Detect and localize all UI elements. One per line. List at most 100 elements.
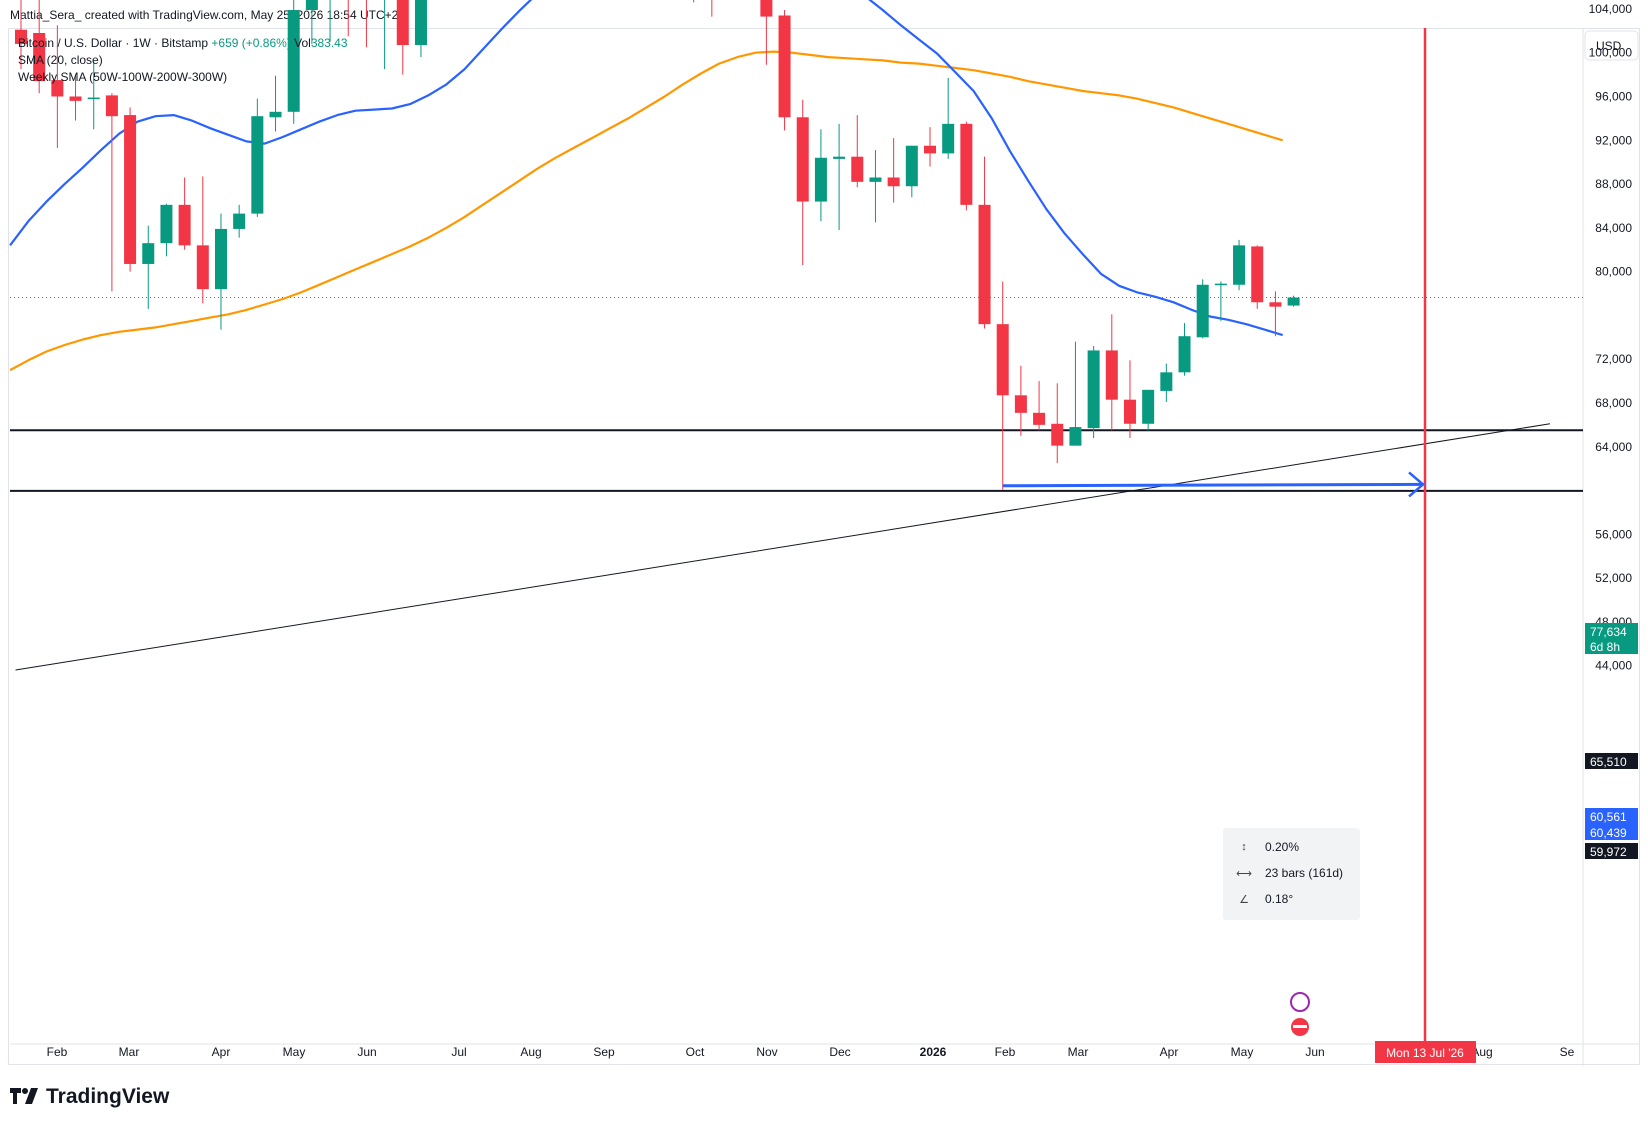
currency-label: USD: [1596, 39, 1622, 53]
y-tick-label: 96,000: [1595, 89, 1632, 103]
candle-body[interactable]: [814, 157, 827, 202]
candle-body[interactable]: [233, 213, 246, 229]
candle-body[interactable]: [196, 245, 209, 290]
y-tick-label: 52,000: [1595, 571, 1632, 585]
candle-body[interactable]: [251, 116, 264, 214]
x-tick-label: Apr: [1160, 1045, 1179, 1059]
candle-body[interactable]: [160, 204, 173, 244]
candle-body[interactable]: [1196, 284, 1209, 338]
weekly-sma-legend-row[interactable]: Weekly SMA (50W-100W-200W-300W): [18, 70, 228, 84]
symbol-legend-row[interactable]: Bitcoin / U.S. Dollar · 1W · Bitstamp +6…: [18, 35, 348, 52]
candle-body[interactable]: [869, 177, 882, 182]
level-lower-badge-label: 59,972: [1590, 845, 1627, 859]
candle-body[interactable]: [15, 29, 27, 44]
candle-body[interactable]: [1142, 389, 1155, 424]
candle-body[interactable]: [1287, 297, 1300, 306]
x-tick-label: May: [283, 1045, 306, 1059]
sma-20-line[interactable]: [9, 0, 1284, 337]
x-tick-label: Jun: [1305, 1045, 1324, 1059]
x-tick-label: Mar: [119, 1045, 140, 1059]
news-icon[interactable]: [1290, 992, 1310, 1012]
candle-body[interactable]: [214, 228, 227, 290]
x-tick-label: May: [1231, 1045, 1254, 1059]
candle-body[interactable]: [51, 80, 64, 97]
chart-legend: Bitcoin / U.S. Dollar · 1W · Bitstamp +6…: [18, 35, 348, 86]
candle-body[interactable]: [924, 145, 936, 154]
level-upper-badge-label: 65,510: [1590, 755, 1627, 769]
candle-body[interactable]: [960, 123, 973, 205]
candle-body[interactable]: [887, 177, 900, 187]
measure-bars: 23 bars (161d): [1265, 866, 1344, 880]
candle-body[interactable]: [1014, 395, 1027, 413]
x-tick-label: 2026: [920, 1045, 947, 1059]
trendline[interactable]: [15, 423, 1551, 671]
y-tick-label: 92,000: [1595, 133, 1632, 147]
us-flag-stripe: [1293, 1025, 1307, 1028]
candle-body[interactable]: [1269, 302, 1282, 307]
y-tick-label: 72,000: [1595, 352, 1632, 366]
candle-body[interactable]: [1251, 246, 1264, 303]
y-tick-label: 56,000: [1595, 527, 1632, 541]
candle-body[interactable]: [778, 15, 791, 118]
candle-body[interactable]: [1087, 350, 1100, 429]
measure-angle: 0.18°: [1265, 892, 1294, 906]
candle-body[interactable]: [124, 115, 137, 264]
candle-body[interactable]: [1214, 283, 1227, 286]
measure-arrow-head: [1408, 471, 1425, 498]
candle-body[interactable]: [396, 0, 409, 46]
x-tick-label: Nov: [756, 1045, 777, 1059]
candle-body[interactable]: [33, 32, 46, 82]
y-tick-label: 100,000: [1589, 46, 1633, 60]
candle-body[interactable]: [833, 156, 846, 159]
tradingview-logo[interactable]: TradingView: [10, 1084, 169, 1110]
sma-50w-line[interactable]: [9, 50, 1284, 372]
level-upper-badge: [1585, 753, 1638, 769]
candle-body[interactable]: [414, 0, 427, 46]
candle-body[interactable]: [1233, 245, 1246, 285]
y-tick-label: 84,000: [1595, 221, 1632, 235]
x-tick-label: Dec: [829, 1045, 850, 1059]
candle-body[interactable]: [978, 204, 991, 325]
candle-body[interactable]: [1160, 372, 1173, 391]
candle-body[interactable]: [905, 145, 918, 187]
candle-body[interactable]: [69, 96, 82, 101]
price-change: +659 (+0.86%): [211, 36, 291, 50]
date-badge: [1375, 1041, 1476, 1063]
measure-arrow-line[interactable]: [1002, 482, 1424, 488]
level-b-badge-label: 60,439: [1590, 826, 1627, 840]
candle-body[interactable]: [178, 204, 191, 246]
x-tick-label: Mar: [1068, 1045, 1089, 1059]
candle-body[interactable]: [796, 117, 809, 202]
currency-button[interactable]: [1584, 30, 1639, 61]
candle-body[interactable]: [1033, 412, 1046, 425]
candle-body[interactable]: [1178, 336, 1191, 373]
chart-frame: [8, 28, 1640, 1065]
candle-body[interactable]: [760, 0, 773, 17]
sma-legend-row[interactable]: SMA (20, close): [18, 53, 103, 67]
y-tick-label: 80,000: [1595, 265, 1632, 279]
branding-text: TradingView: [46, 1085, 170, 1108]
candle-body[interactable]: [996, 324, 1009, 396]
candle-body[interactable]: [1069, 427, 1082, 446]
candle-body[interactable]: [1105, 350, 1118, 400]
y-tick-label: 68,000: [1595, 396, 1632, 410]
y-tick-label: 104,000: [1589, 2, 1633, 16]
measure-tooltip: ↕ 0.20% ⟷ 23 bars (161d) ∠ 0.18°: [1223, 828, 1360, 920]
candle-body[interactable]: [142, 243, 155, 264]
x-tick-label: Apr: [212, 1045, 231, 1059]
candle-body[interactable]: [87, 97, 100, 100]
candle-body[interactable]: [851, 156, 864, 182]
measure-percent: 0.20%: [1265, 840, 1300, 854]
candle-body[interactable]: [1123, 399, 1136, 424]
candle-body[interactable]: [287, 10, 300, 112]
candle-body[interactable]: [305, 0, 318, 11]
measure-price-row: ↕ 0.20%: [1241, 840, 1300, 854]
candle-body[interactable]: [1051, 423, 1064, 446]
candle-body[interactable]: [269, 111, 282, 118]
angle-icon: ∠: [1239, 893, 1249, 906]
candle-body[interactable]: [105, 95, 118, 117]
candle-body[interactable]: [942, 123, 955, 154]
level-a-badge-label: 60,561: [1590, 810, 1627, 824]
x-tick-label: Oct: [686, 1045, 705, 1059]
